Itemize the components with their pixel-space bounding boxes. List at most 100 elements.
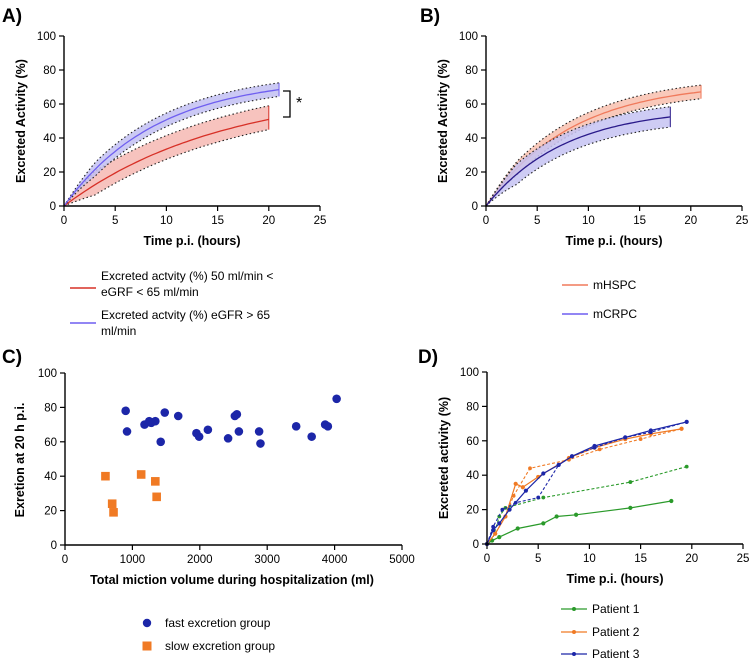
x-tick-label-2: 10 [583,553,596,565]
y-tick-label-5: 100 [37,31,56,43]
panel-d-label: D) [418,347,438,368]
band-lower-0 [64,129,269,206]
y-tick-label-2: 40 [465,133,478,145]
patient-3-point-8 [592,443,597,449]
chart-d-xlabel: Time p.i. (hours) [567,572,664,586]
x-tick-label-0: 0 [484,553,490,565]
patient-3-point-11 [684,419,689,424]
scatter-fast-point-16 [254,427,264,436]
y-tick-label-3: 60 [466,436,479,448]
chart-c-ylabel: Exretion at 20 h p.i. [13,403,27,518]
patient-3-point-10 [648,428,653,433]
y-tick-label-3: 60 [43,99,56,111]
x-tick-label-1: 5 [535,553,541,565]
x-tick-label-0: 0 [62,554,68,566]
chart-c-legend: fast excretion group slow excretion grou… [142,616,275,653]
y-tick-label-0: 0 [472,201,478,213]
legend-d-p3: Patient 3 [592,647,640,661]
significance-bracket [283,90,291,118]
x-tick-label-5: 5000 [389,554,415,566]
band-lower-1 [486,126,671,206]
scatter-fast-point-17 [256,439,265,448]
x-tick-label-2: 10 [160,215,173,227]
scatter-fast-point-10 [194,432,204,441]
patient-3-point-9 [623,435,628,440]
chart-b-marks [486,84,702,206]
y-tick-label-3: 60 [44,437,57,449]
patient-2-point-3 [513,481,518,486]
chart-d-ticks: 0 5 10 15 20 25 0 20 40 60 80 100 [460,367,749,565]
patient-2-point-4 [520,485,525,490]
patient-3-dashed-point-1 [491,524,496,529]
y-tick-label-0: 0 [473,539,479,551]
band-0 [486,85,701,206]
legend-b-mcrpc: mCRPC [593,307,637,321]
chart-b-xlabel: Time p.i. (hours) [566,234,663,248]
x-tick-label-4: 20 [684,215,697,227]
x-tick-label-3: 15 [634,553,647,565]
patient-2-dashed-point-6 [597,447,602,452]
legend-d-p1-marker [572,607,576,611]
legend-d-p2: Patient 2 [592,625,640,639]
panel-b-label: B) [420,6,440,27]
patient-3-point-1 [491,528,496,533]
y-tick-label-0: 0 [50,201,56,213]
patient-2-dashed-point-7 [638,437,643,441]
y-tick-label-3: 60 [465,99,478,111]
patient-2-line [486,428,682,545]
y-tick-label-4: 80 [43,65,56,77]
scatter-slow-point-3 [136,470,146,479]
y-tick-label-2: 40 [44,471,57,483]
scatter-slow-point-1 [107,499,117,509]
scatter-fast-point-12 [223,434,233,443]
legend-a-red-line2: eGRF < 65 ml/min [101,285,199,299]
legend-d-p3-marker [572,652,576,656]
x-tick-label-1: 5 [534,215,540,227]
patient-3-point-5 [541,471,546,476]
y-tick-label-2: 40 [466,470,479,482]
patient-1-point-3 [515,526,520,531]
band-0 [64,105,269,206]
y-tick-label-5: 100 [38,368,57,380]
scatter-fast-point-0 [121,406,130,416]
patient-1-point-4 [541,521,546,526]
patient-1-point-5 [554,514,559,519]
patient-3-point-2 [497,521,502,526]
chart-a-ylabel: Excreted Activity (%) [14,59,28,183]
y-tick-label-1: 20 [466,505,479,517]
patient-1-point-7 [628,505,633,510]
scatter-fast-point-5 [151,416,160,426]
panel-c-label: C) [2,347,22,368]
series-line-0 [64,118,269,206]
y-tick-label-4: 80 [466,401,479,413]
band-upper-0 [486,84,702,206]
x-tick-label-5: 25 [737,553,749,565]
x-tick-label-5: 25 [314,215,327,227]
legend-a-blue-line2: ml/min [101,324,136,338]
band-upper-1 [64,82,280,206]
scatter-slow-point-5 [152,492,161,502]
chart-b: 0 5 10 15 20 25 0 20 40 60 80 100 Time p.i. (hours)… [436,31,748,248]
patient-1-dashed-point-6 [684,464,689,469]
chart-a-xlabel: Time p.i. (hours) [144,234,241,248]
band-1 [64,82,279,206]
x-tick-label-3: 15 [633,215,646,227]
y-tick-label-5: 100 [460,367,479,379]
y-tick-label-4: 80 [465,65,478,77]
x-tick-label-1: 1000 [120,554,146,566]
scatter-fast-point-6 [156,437,166,447]
chart-a: 0 5 10 15 20 25 0 20 40 60 80 100 Time p.i. (hours)… [14,31,326,248]
x-tick-label-3: 15 [211,215,224,227]
chart-c-ticks: 0 1000 2000 3000 4000 5000 0 20 40 60 80 100 [38,368,415,566]
patient-3-point-7 [569,454,575,459]
y-tick-label-2: 40 [43,133,56,145]
chart-c-marks [101,394,341,517]
y-tick-label-1: 20 [43,167,56,179]
chart-d-ylabel: Excreted activity (%) [437,397,451,519]
patient-1-point-2 [497,535,502,540]
scatter-slow-point-4 [151,477,160,486]
scatter-slow-point-0 [101,471,110,481]
scatter-fast-point-22 [332,394,341,404]
